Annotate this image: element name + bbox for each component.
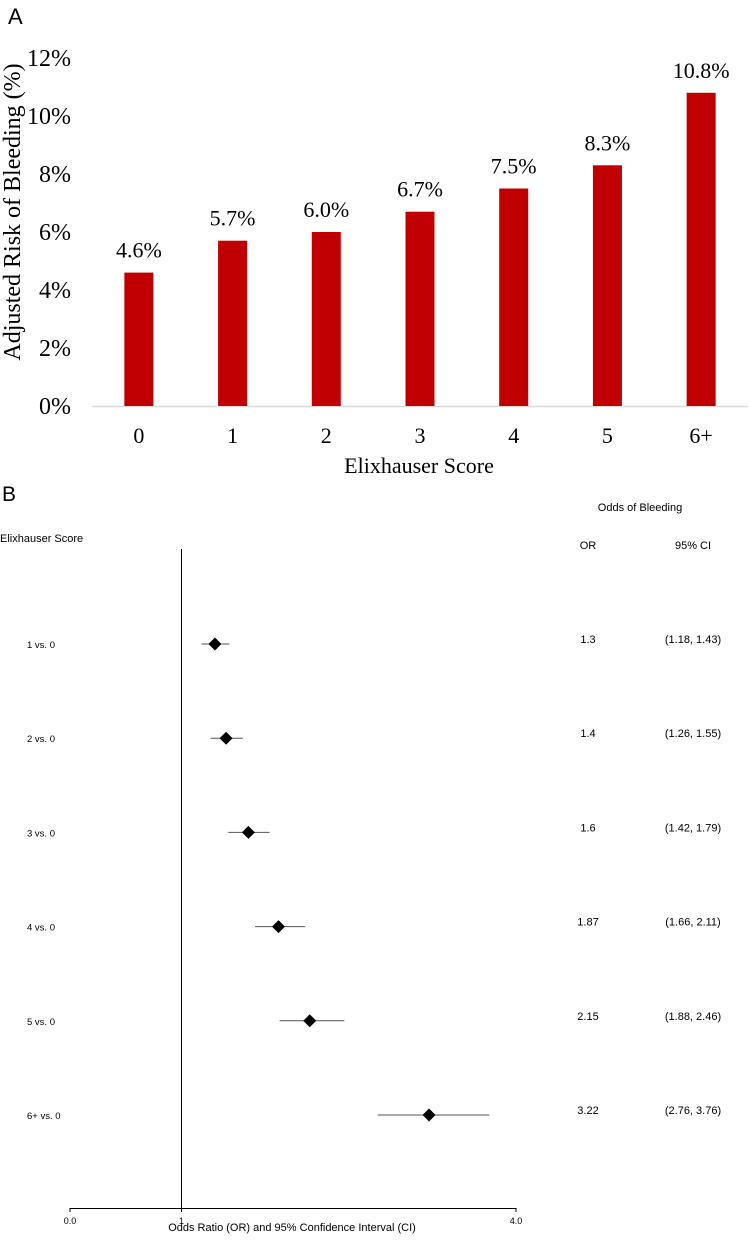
ci-value: (1.18, 1.43) [665,634,721,646]
bar [311,232,341,406]
x-tick-label: 2 [321,423,332,448]
or-marker [219,731,233,745]
bar-chart: 0% 2% 4% 6% 8% 10% 12% 4.6% 0 5.7% 1 6.0% 2 6.7% 3 7.5%… [27,46,748,448]
or-column-header: OR [580,540,597,552]
ci-value: (2.76, 3.76) [665,1105,721,1117]
ci-value: (1.88, 2.46) [665,1011,721,1023]
ci-value: (1.26, 1.55) [665,728,721,740]
or-value: 3.22 [577,1105,598,1117]
row-header: Elixhauser Score [0,533,83,545]
y-tick-label: 0% [39,394,71,420]
bar [218,240,248,406]
x-tick-label: 0 [133,423,144,448]
bar-value-label: 10.8% [673,58,730,83]
row-label: 4 vs. 0 [27,923,55,934]
bar [499,188,529,406]
or-value: 1.4 [580,728,595,740]
forest-x-axis-title: Odds Ratio (OR) and 95% Confidence Inter… [168,1222,416,1234]
bar-value-label: 8.3% [585,130,631,155]
or-marker [303,1014,317,1028]
panel-b-label: B [2,483,16,506]
x-tick-label: 3 [415,423,426,448]
table-title: Odds of Bleeding [598,502,682,514]
forest-x-tick-label: 1 [179,1216,184,1226]
or-marker [272,920,286,934]
y-tick-label: 6% [39,220,71,246]
bar-value-label: 7.5% [491,154,537,179]
forest-x-tick-label: 0.0 [64,1216,77,1226]
or-marker [241,825,255,839]
forest-x-tick-label: 4.0 [510,1216,523,1226]
y-axis-title: Adjusted Risk of Bleeding (%) [0,63,26,360]
y-tick-label: 4% [39,278,71,304]
bar [686,92,716,407]
panel-a-label: A [8,4,23,29]
y-tick-label: 10% [27,104,71,130]
or-value: 1.6 [580,822,595,834]
bar-value-label: 5.7% [210,206,256,231]
or-value: 1.87 [577,917,598,929]
x-axis-title: Elixhauser Score [344,453,494,478]
x-tick-label: 4 [508,423,519,448]
y-tick-label: 12% [27,46,71,72]
y-tick-label: 2% [39,336,71,362]
row-label: 6+ vs. 0 [27,1111,61,1122]
bar [405,211,435,406]
row-label: 1 vs. 0 [27,640,55,651]
x-tick-label: 5 [602,423,613,448]
x-tick-label: 1 [227,423,238,448]
ci-column-header: 95% CI [675,540,711,552]
x-tick-label: 6+ [689,423,712,448]
row-label: 2 vs. 0 [27,734,55,745]
bar-value-label: 6.7% [397,177,443,202]
ci-value: (1.66, 2.11) [665,917,720,929]
bar [124,272,154,406]
bar-value-label: 4.6% [116,238,162,263]
row-label: 5 vs. 0 [27,1017,55,1028]
row-label: 3 vs. 0 [27,828,55,839]
forest-plot: 0.0 1 4.0 1 vs. 0 1.3 (1.18, 1.43) 2 vs. 0 1.4 (… [27,549,721,1226]
or-marker [208,637,222,651]
bar-value-label: 6.0% [303,197,349,222]
or-value: 1.3 [580,634,595,646]
ci-value: (1.42, 1.79) [665,822,721,834]
or-marker [422,1108,436,1122]
y-tick-label: 8% [39,162,71,188]
bar [592,165,622,406]
or-value: 2.15 [577,1011,598,1023]
